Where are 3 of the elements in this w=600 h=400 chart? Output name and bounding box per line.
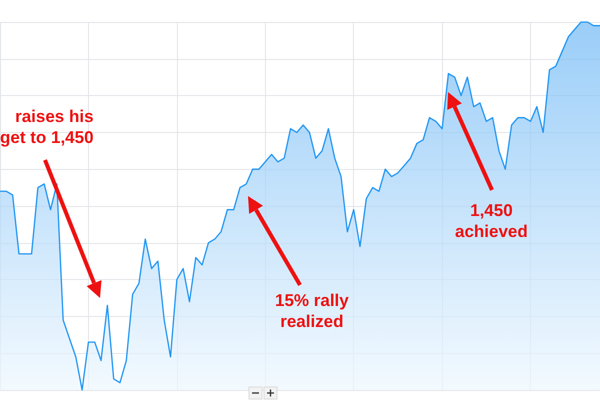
- annotation: 1,450 achieved: [455, 200, 528, 242]
- annotation: 15% rally realized: [275, 290, 349, 332]
- annotation: raises his get to 1,450: [0, 106, 94, 148]
